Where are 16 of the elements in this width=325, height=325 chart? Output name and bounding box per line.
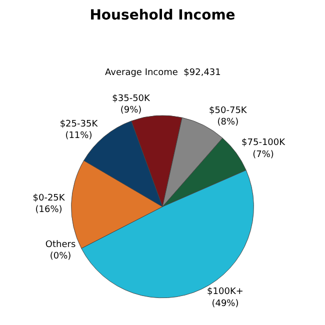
slice-label: $35-50K bbox=[112, 94, 152, 104]
data-label: (11%) bbox=[65, 131, 92, 142]
text: (0%) bbox=[50, 252, 72, 262]
data-label: (16%) bbox=[35, 204, 62, 215]
data-label: (9%) bbox=[120, 106, 142, 116]
slice-label: $100K+ bbox=[207, 287, 244, 298]
chart-title: Household Income bbox=[90, 8, 236, 24]
slice-label: $50-75K bbox=[209, 106, 248, 116]
data-label: (8%) bbox=[217, 118, 239, 128]
chart-subtitle: Average Income $92,431 bbox=[105, 68, 221, 78]
slice-label: $0-25K bbox=[32, 193, 66, 204]
category-label: Others bbox=[45, 240, 76, 250]
slice-label: $25-35K bbox=[60, 119, 99, 130]
data-label: (49%) bbox=[212, 298, 239, 309]
data-label: (7%) bbox=[252, 150, 274, 160]
slice-label: $75-100K bbox=[242, 138, 286, 148]
